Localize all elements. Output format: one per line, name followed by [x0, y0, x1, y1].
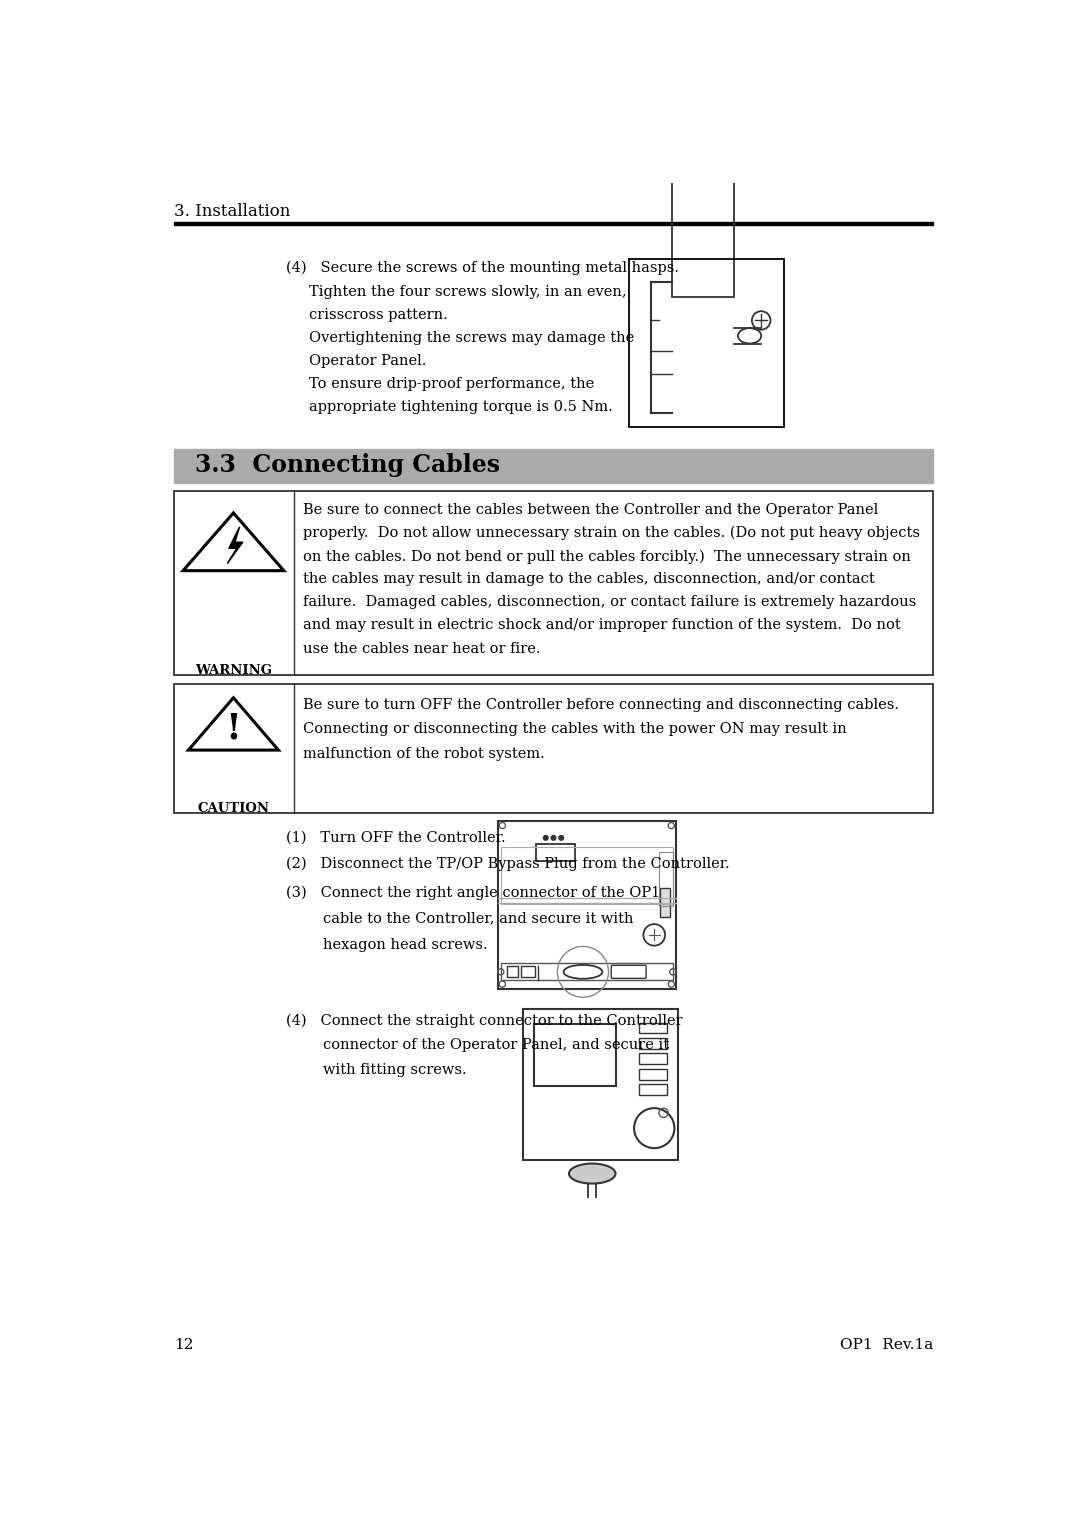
- Text: (3)   Connect the right angle connector of the OP1: (3) Connect the right angle connector of…: [286, 886, 660, 900]
- Text: failure.  Damaged cables, disconnection, or contact failure is extremely hazardo: failure. Damaged cables, disconnection, …: [303, 596, 917, 610]
- Bar: [537, 843, 576, 860]
- Bar: [672, 177, 734, 298]
- Text: properly.  Do not allow unnecessary strain on the cables. (Do not put heavy obje: properly. Do not allow unnecessary strai…: [303, 526, 920, 541]
- Text: Operator Panel.: Operator Panel.: [309, 354, 427, 368]
- Text: Be sure to connect the cables between the Controller and the Operator Panel: Be sure to connect the cables between th…: [303, 503, 878, 516]
- Text: WARNING: WARNING: [194, 663, 272, 677]
- Circle shape: [543, 836, 548, 840]
- Ellipse shape: [569, 1163, 616, 1184]
- Text: 3. Installation: 3. Installation: [174, 203, 291, 220]
- Bar: [659, 851, 673, 906]
- Circle shape: [551, 836, 556, 840]
- Bar: [638, 1085, 666, 1096]
- Bar: [523, 1008, 677, 1160]
- Text: (2)   Disconnect the TP/OP Bypass Plug from the Controller.: (2) Disconnect the TP/OP Bypass Plug fro…: [286, 856, 730, 871]
- Text: Tighten the four screws slowly, in an even,: Tighten the four screws slowly, in an ev…: [309, 286, 627, 299]
- Bar: [661, 888, 670, 917]
- Bar: [501, 847, 673, 905]
- Text: !: !: [226, 712, 241, 746]
- Text: use the cables near heat or fire.: use the cables near heat or fire.: [303, 642, 541, 656]
- Text: CAUTION: CAUTION: [198, 802, 269, 816]
- Bar: [638, 1070, 666, 1080]
- Text: Connecting or disconnecting the cables with the power ON may result in: Connecting or disconnecting the cables w…: [303, 723, 847, 736]
- Text: (1)   Turn OFF the Controller.: (1) Turn OFF the Controller.: [286, 830, 505, 843]
- Bar: [638, 1038, 666, 1048]
- Text: and may result in electric shock and/or improper function of the system.  Do not: and may result in electric shock and/or …: [303, 619, 901, 633]
- Bar: [174, 492, 933, 675]
- Text: (4)   Secure the screws of the mounting metal hasps.: (4) Secure the screws of the mounting me…: [286, 260, 679, 275]
- Text: 12: 12: [174, 1339, 193, 1352]
- Text: crisscross pattern.: crisscross pattern.: [309, 309, 448, 322]
- Bar: [630, 258, 784, 426]
- Text: Overtightening the screws may damage the: Overtightening the screws may damage the: [309, 332, 635, 345]
- Text: 3.3  Connecting Cables: 3.3 Connecting Cables: [195, 452, 500, 477]
- Text: hexagon head screws.: hexagon head screws.: [286, 938, 488, 952]
- Text: appropriate tightening torque is 0.5 Nm.: appropriate tightening torque is 0.5 Nm.: [309, 400, 613, 414]
- Bar: [174, 449, 933, 483]
- Circle shape: [559, 836, 564, 840]
- Bar: [535, 1024, 616, 1086]
- Bar: [501, 963, 673, 981]
- Text: connector of the Operator Panel, and secure it: connector of the Operator Panel, and sec…: [286, 1038, 670, 1053]
- Text: OP1  Rev.1a: OP1 Rev.1a: [840, 1339, 933, 1352]
- Text: cable to the Controller, and secure it with: cable to the Controller, and secure it w…: [286, 912, 634, 926]
- Text: with fitting screws.: with fitting screws.: [286, 1062, 467, 1077]
- Text: malfunction of the robot system.: malfunction of the robot system.: [303, 747, 545, 761]
- Text: To ensure drip-proof performance, the: To ensure drip-proof performance, the: [309, 377, 595, 391]
- Text: (4)   Connect the straight connector to the Controller: (4) Connect the straight connector to th…: [286, 1013, 683, 1028]
- Bar: [174, 685, 933, 813]
- Polygon shape: [227, 527, 243, 564]
- Text: on the cables. Do not bend or pull the cables forcibly.)  The unnecessary strain: on the cables. Do not bend or pull the c…: [303, 549, 912, 564]
- Bar: [507, 966, 517, 978]
- Text: Be sure to turn OFF the Controller before connecting and disconnecting cables.: Be sure to turn OFF the Controller befor…: [303, 698, 900, 712]
- Bar: [638, 1053, 666, 1063]
- Text: the cables may result in damage to the cables, disconnection, and/or contact: the cables may result in damage to the c…: [303, 571, 875, 587]
- Bar: [498, 821, 676, 989]
- Bar: [521, 966, 535, 978]
- Bar: [174, 222, 933, 225]
- Bar: [638, 1022, 666, 1033]
